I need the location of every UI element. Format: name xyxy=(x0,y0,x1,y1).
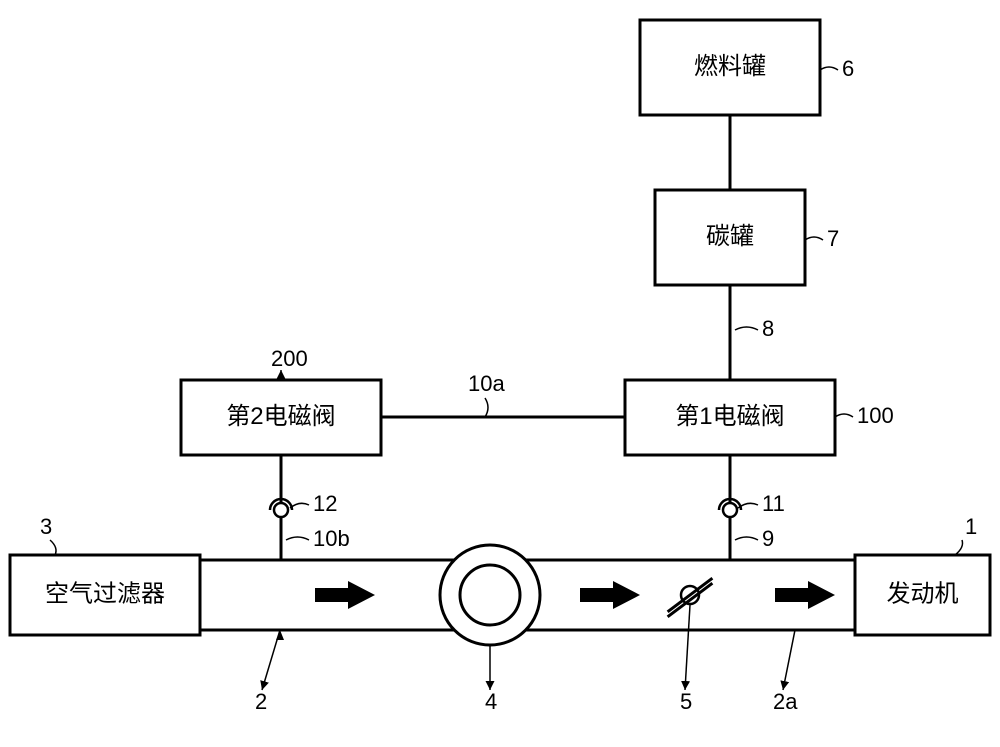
ref-1: 1 xyxy=(965,514,977,539)
leader-10a xyxy=(485,398,488,417)
turbo-inner xyxy=(460,565,520,625)
ref-7: 7 xyxy=(827,226,839,251)
box-label-valve2: 第2电磁阀 xyxy=(226,403,335,430)
leader-2a xyxy=(783,630,795,690)
box-label-engine: 发动机 xyxy=(887,580,959,607)
leader-100 xyxy=(835,414,853,417)
diagram-canvas: 燃料罐碳罐第1电磁阀第2电磁阀空气过滤器发动机12345678911121002… xyxy=(0,0,1000,747)
flow-arrow-2 xyxy=(775,581,835,609)
ref-3: 3 xyxy=(40,514,52,539)
box-label-air_filter: 空气过滤器 xyxy=(45,580,165,607)
leader-8 xyxy=(735,327,758,330)
ref-10a: 10a xyxy=(468,371,505,396)
leader-6 xyxy=(820,67,838,70)
ref-12: 12 xyxy=(313,491,337,516)
box-label-fuel_tank: 燃料罐 xyxy=(694,53,766,80)
leader-9 xyxy=(735,537,758,540)
leader-1 xyxy=(955,540,963,555)
ref-4: 4 xyxy=(485,689,497,714)
box-label-valve1: 第1电磁阀 xyxy=(675,403,784,430)
ref-200: 200 xyxy=(271,346,308,371)
box-label-canister: 碳罐 xyxy=(706,223,754,250)
ref-5: 5 xyxy=(680,689,692,714)
ref-6: 6 xyxy=(842,56,854,81)
ref-10b: 10b xyxy=(313,526,350,551)
leader-10b xyxy=(286,537,309,540)
ref-100: 100 xyxy=(857,403,894,428)
leader-3 xyxy=(50,540,56,555)
ref-2a: 2a xyxy=(773,689,798,714)
flow-arrow-1 xyxy=(580,581,640,609)
flow-arrow-0 xyxy=(315,581,375,609)
ref-2: 2 xyxy=(255,689,267,714)
leader-7 xyxy=(805,237,823,240)
ref-11: 11 xyxy=(762,491,785,516)
ref-9: 9 xyxy=(762,526,774,551)
leader-5 xyxy=(685,605,690,690)
check-valve-cv11 xyxy=(723,503,737,517)
ref-8: 8 xyxy=(762,316,774,341)
check-valve-cv12 xyxy=(274,503,288,517)
